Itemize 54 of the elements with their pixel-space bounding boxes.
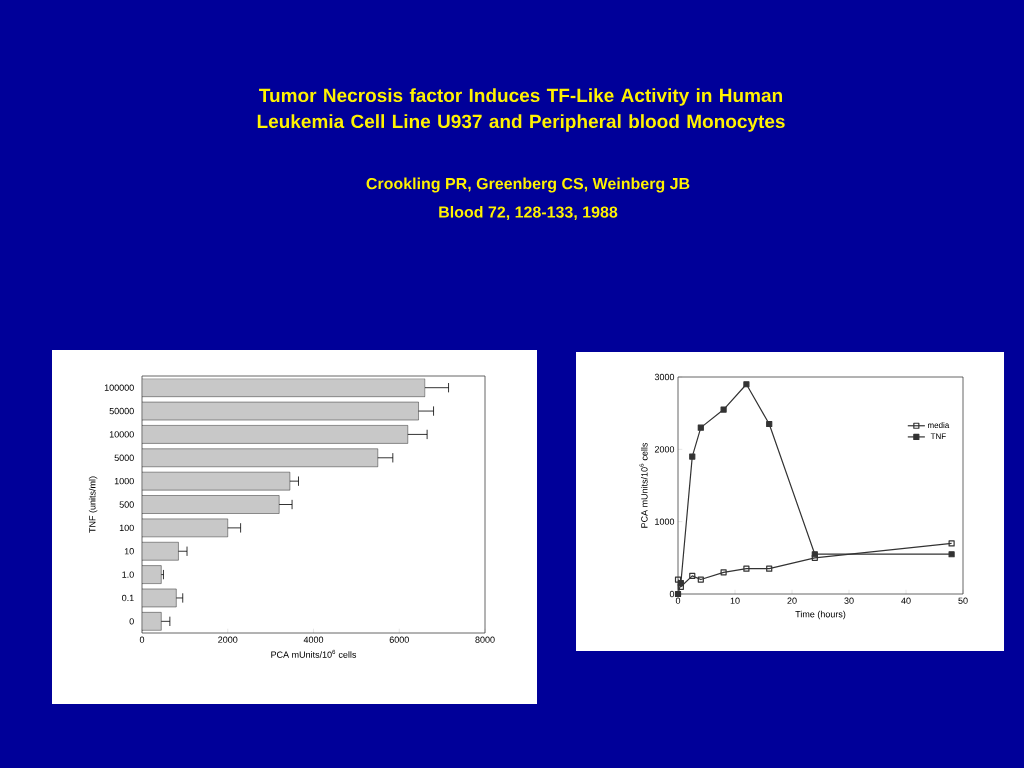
point: [766, 565, 773, 572]
point: [697, 424, 704, 431]
bar: [142, 448, 379, 467]
point: [720, 569, 727, 576]
point: [697, 576, 704, 583]
y-tick-label: 3000: [654, 373, 675, 381]
x-tick-label: 4000: [303, 636, 324, 643]
point: [743, 381, 750, 388]
x-tick-label: 2000: [218, 636, 238, 643]
x-tick-label: 0: [139, 636, 145, 643]
y-tick-label: 1000: [114, 477, 134, 485]
point: [720, 406, 727, 413]
y-tick-label: 5000: [114, 454, 134, 461]
x-axis-title: PCA mUnits/10$^{6}$ cells: [271, 649, 357, 658]
y-tick-label: 50000: [109, 407, 134, 415]
x-tick-label: 20: [787, 597, 797, 604]
y-tick-label: 0: [129, 618, 134, 625]
x-tick-label: 0: [675, 597, 681, 604]
x-tick-label: 50: [958, 597, 968, 604]
y-tick-label: 0.1: [122, 594, 134, 602]
point: [743, 565, 750, 572]
y-tick-label: 100: [119, 524, 134, 532]
bar: [142, 378, 426, 397]
y-tick-label: 100000: [104, 384, 134, 391]
text: Crookling PR, Greenberg CS, Weinberg JB: [366, 177, 690, 193]
y-axis-title: TNF (units/ml): [88, 476, 98, 533]
point: [948, 551, 955, 558]
point: [766, 420, 773, 428]
bar: [142, 495, 280, 514]
point: [948, 540, 955, 547]
point: [674, 590, 682, 598]
x-tick-label: 8000: [475, 636, 495, 643]
y-tick-label: 2000: [654, 446, 675, 453]
y-tick-label: 10000: [109, 431, 134, 438]
bar: [142, 542, 179, 561]
x-tick-label: 40: [901, 597, 911, 604]
x-tick-label: 10: [730, 597, 740, 604]
y-axis-title: PCA mUnits/10$^{6}$ cells: [639, 442, 648, 528]
x-tick-label: 30: [844, 597, 854, 604]
y-tick-label: 10: [124, 548, 134, 555]
chart-title: Tumor Necrosis factor Induces TF-Like Activity in Human Leukemia Cell Line U937 and Peripheral blood Monocytes: [257, 88, 785, 132]
point: [689, 453, 696, 460]
y-tick-label: 500: [119, 501, 134, 508]
y-tick-label: 1000: [655, 518, 675, 525]
text: Blood 72, 128-133, 1988: [439, 205, 618, 221]
point: [689, 572, 696, 580]
bar: [142, 425, 409, 444]
x-axis-title: Time (hours): [795, 610, 846, 620]
legend-label: TNF: [930, 433, 946, 439]
legend-label: media: [928, 422, 950, 428]
y-tick-label: 1.0: [122, 571, 134, 578]
x-tick-label: 6000: [389, 636, 409, 643]
y-tick-label: 0: [669, 590, 675, 598]
point: [674, 576, 682, 583]
